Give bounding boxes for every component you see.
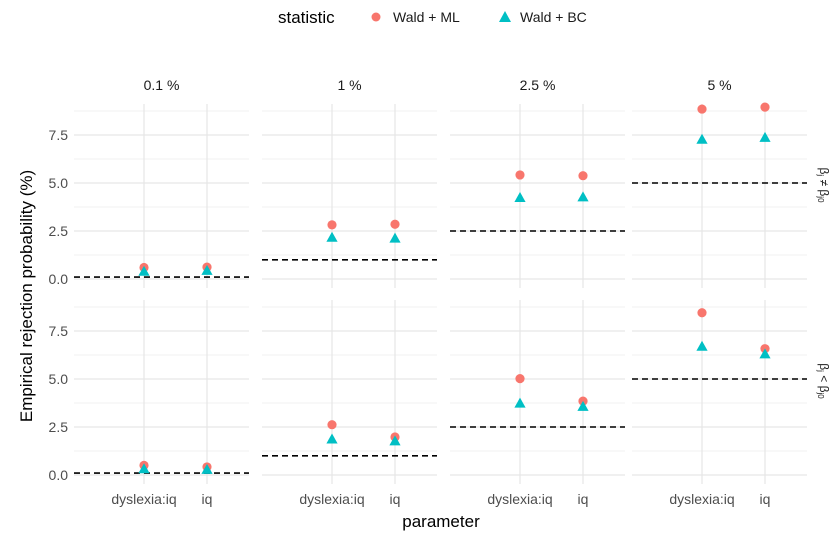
point-wald-bc [759,348,771,359]
x-tick-label: dyslexia:iq [487,491,552,507]
point-wald-bc [389,435,401,446]
point-wald-bc [326,231,338,242]
point-wald-bc [759,131,771,142]
x-tick-label: iq [578,491,589,507]
point-wald-ml [697,104,707,114]
x-tick-label: dyslexia:iq [299,491,364,507]
y-tick-label: 7.5 [49,323,69,339]
x-tick-label: dyslexia:iq [669,491,734,507]
point-wald-ml [327,420,337,430]
row-strip-label-0: βj ≠ βj0 [816,167,831,203]
point-wald-bc [696,133,708,144]
y-tick-label: 2.5 [49,223,69,239]
x-axis-title: parameter [402,512,480,531]
point-wald-bc [389,232,401,243]
point-wald-ml [697,308,707,318]
y-tick-label: 7.5 [49,127,69,143]
legend: statistic Wald + ML Wald + BC [278,8,587,27]
y-tick-label: 0.0 [49,271,69,287]
point-wald-bc [514,191,526,202]
legend-title: statistic [278,8,335,27]
y-tick-label: 5.0 [49,371,69,387]
point-wald-bc [696,340,708,351]
y-tick-label: 2.5 [49,419,69,435]
legend-marker-wald-ml [371,12,381,22]
point-wald-bc [326,433,338,444]
svg-text:βj < βj0: βj < βj0 [816,363,831,399]
legend-label-wald-ml: Wald + ML [393,9,460,25]
svg-text:βj ≠ βj0: βj ≠ βj0 [816,167,831,203]
plot-area: 0.1 % 1 % 2.5 % 5 % 0.0 2.5 5.0 7.5 0.0 2.5 5.0 7.5… [49,77,807,507]
point-wald-bc [138,463,150,474]
column-strip-label: 1 % [337,77,361,93]
row-strip-label-1: βj < βj0 [816,363,831,399]
x-tick-label: dyslexia:iq [111,491,176,507]
point-wald-ml [578,171,588,181]
point-wald-bc [577,191,589,202]
point-wald-ml [760,102,770,112]
column-strip-label: 2.5 % [520,77,556,93]
point-wald-ml [515,374,525,384]
point-wald-bc [201,463,213,474]
point-wald-bc [514,397,526,408]
x-tick-label: iq [390,491,401,507]
column-strip-label: 5 % [707,77,731,93]
legend-label-wald-bc: Wald + BC [520,9,587,25]
legend-marker-wald-bc [499,11,511,22]
point-wald-bc [201,264,213,275]
x-tick-label: iq [202,491,213,507]
y-tick-label: 5.0 [49,175,69,191]
point-wald-ml [390,219,400,229]
x-tick-label: iq [760,491,771,507]
point-wald-ml [515,170,525,180]
y-axis-title: Empirical rejection probability (%) [17,170,36,422]
point-wald-ml [327,220,337,230]
y-tick-label: 0.0 [49,467,69,483]
point-wald-bc [577,400,589,411]
column-strip-label: 0.1 % [144,77,180,93]
point-wald-bc [138,265,150,276]
